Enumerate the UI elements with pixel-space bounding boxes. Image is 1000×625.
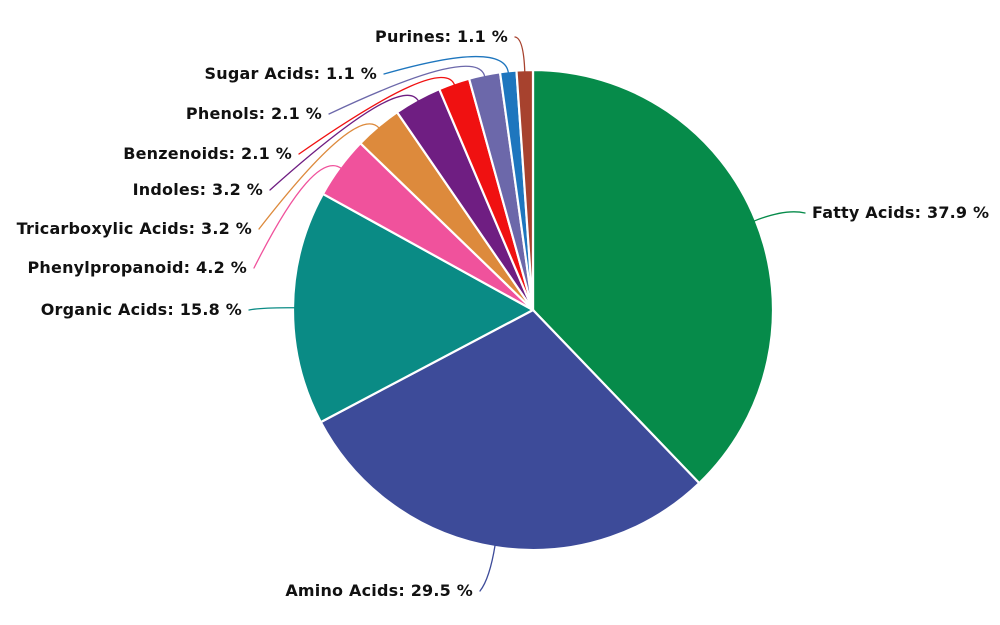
leader-line-organic-acids (248, 307, 296, 311)
slice-label-phenylpropanoid: Phenylpropanoid: 4.2 % (27, 258, 247, 277)
slice-label-organic-acids: Organic Acids: 15.8 % (40, 300, 242, 319)
leader-line-purines (514, 36, 526, 73)
slice-label-fatty-acids: Fatty Acids: 37.9 % (812, 203, 990, 222)
leader-line-amino-acids (479, 544, 496, 592)
leader-line-phenylpropanoid (253, 164, 343, 269)
slice-label-indoles: Indoles: 3.2 % (132, 180, 263, 199)
leader-line-tricarboxylic-acids (258, 123, 380, 230)
leader-line-phenols (328, 65, 486, 115)
slice-label-sugar-acids: Sugar Acids: 1.1 % (204, 64, 377, 83)
slice-label-amino-acids: Amino Acids: 29.5 % (285, 581, 473, 600)
leader-line-indoles (269, 94, 420, 191)
slice-label-benzenoids: Benzenoids: 2.1 % (123, 144, 292, 163)
leader-line-sugar-acids (383, 55, 510, 75)
slice-label-purines: Purines: 1.1 % (375, 27, 508, 46)
slice-label-tricarboxylic-acids: Tricarboxylic Acids: 3.2 % (16, 219, 252, 238)
leader-line-fatty-acids (753, 211, 806, 222)
leader-line-benzenoids (298, 76, 456, 155)
slice-label-phenols: Phenols: 2.1 % (185, 104, 322, 123)
